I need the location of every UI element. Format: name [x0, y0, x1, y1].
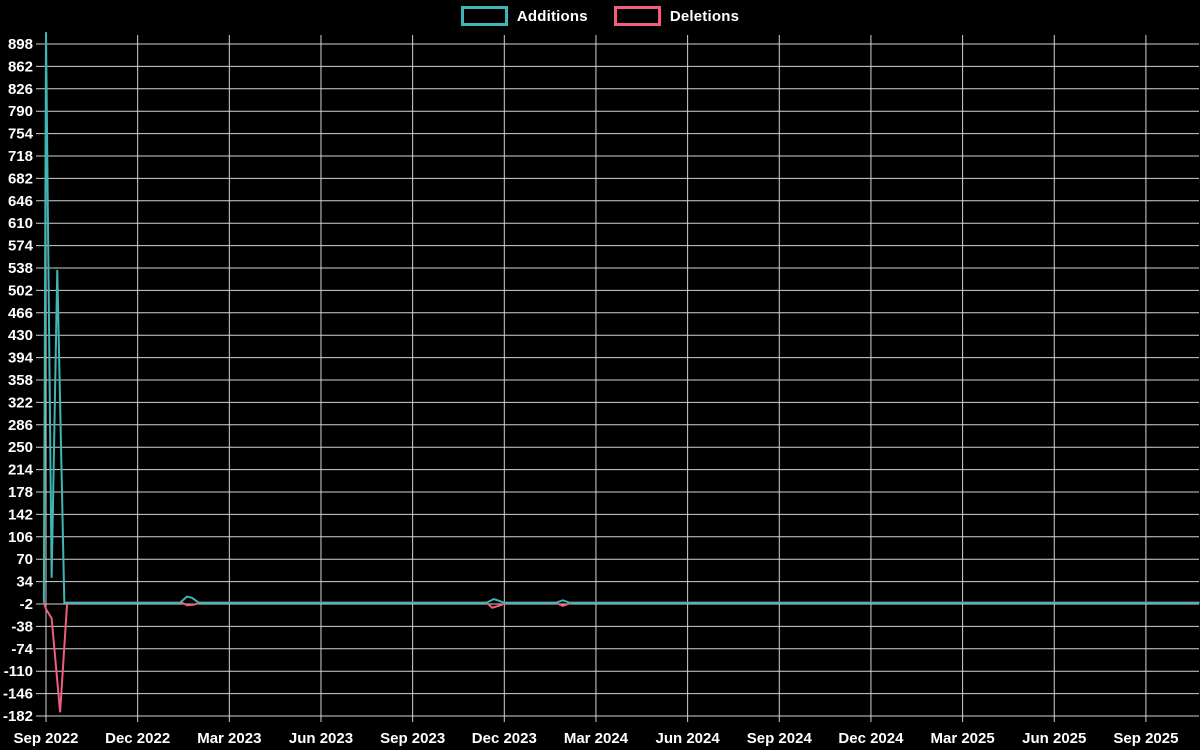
y-axis-tick-label: 754 — [8, 126, 34, 143]
y-axis-tick-label: 250 — [8, 439, 33, 456]
y-axis-tick-label: -2 — [20, 596, 33, 613]
additions-line — [42, 32, 1200, 604]
y-axis-tick-label: 790 — [8, 103, 33, 120]
additions-swatch — [460, 6, 508, 26]
x-axis-tick-label: Jun 2023 — [289, 730, 353, 747]
x-axis-tick-label: Dec 2023 — [472, 730, 537, 747]
chart-legend: Additions Deletions — [0, 6, 1200, 26]
y-axis-tick-label: 826 — [8, 81, 33, 98]
deletions-swatch — [613, 6, 661, 26]
y-axis-tick-label: 682 — [8, 170, 33, 187]
x-axis-tick-label: Dec 2024 — [838, 730, 904, 747]
y-axis-tick-label: 610 — [8, 215, 33, 232]
y-axis-tick-label: 34 — [16, 574, 33, 591]
y-axis-tick-label: 898 — [8, 36, 33, 53]
x-axis-tick-label: Sep 2022 — [13, 730, 78, 747]
y-axis-tick-label: -110 — [4, 663, 33, 680]
y-axis-tick-label: -182 — [3, 708, 33, 725]
x-axis-tick-label: Mar 2024 — [564, 730, 629, 747]
x-axis-tick-label: Jun 2024 — [656, 730, 721, 747]
y-axis-tick-label: 718 — [8, 148, 33, 165]
deletions-line — [42, 601, 1200, 713]
y-axis-tick-label: 70 — [16, 551, 33, 568]
y-axis-tick-label: 646 — [8, 193, 33, 210]
x-axis-tick-label: Sep 2024 — [747, 730, 813, 747]
x-axis-tick-label: Jun 2025 — [1022, 730, 1086, 747]
y-axis-tick-label: -38 — [11, 618, 33, 635]
legend-item-deletions: Deletions — [613, 6, 740, 26]
y-axis-tick-label: 466 — [8, 305, 33, 322]
y-axis-tick-label: 394 — [8, 350, 34, 367]
y-axis-tick-label: -74 — [11, 641, 33, 658]
y-axis-tick-label: 574 — [8, 238, 34, 255]
legend-item-additions: Additions — [460, 6, 588, 26]
x-axis-tick-label: Sep 2023 — [380, 730, 445, 747]
y-axis-tick-label: 322 — [8, 394, 33, 411]
y-axis-tick-label: 502 — [8, 282, 33, 299]
y-axis-tick-label: 178 — [8, 484, 33, 501]
y-axis-tick-label: 862 — [8, 58, 33, 75]
y-axis-tick-label: 142 — [8, 506, 33, 523]
legend-label-deletions: Deletions — [669, 7, 740, 25]
legend-label-additions: Additions — [516, 7, 588, 25]
y-axis-tick-label: -146 — [3, 686, 33, 703]
y-axis-tick-label: 358 — [8, 372, 33, 389]
y-axis-tick-label: 430 — [8, 327, 33, 344]
x-axis-tick-label: Sep 2025 — [1113, 730, 1178, 747]
y-axis-tick-label: 106 — [8, 529, 33, 546]
y-axis-tick-label: 286 — [8, 417, 33, 434]
y-axis-tick-label: 538 — [8, 260, 33, 277]
x-axis-tick-label: Dec 2022 — [105, 730, 170, 747]
y-axis-tick-label: 214 — [8, 462, 34, 479]
x-axis-tick-label: Mar 2023 — [197, 730, 261, 747]
x-axis-tick-label: Mar 2025 — [930, 730, 994, 747]
